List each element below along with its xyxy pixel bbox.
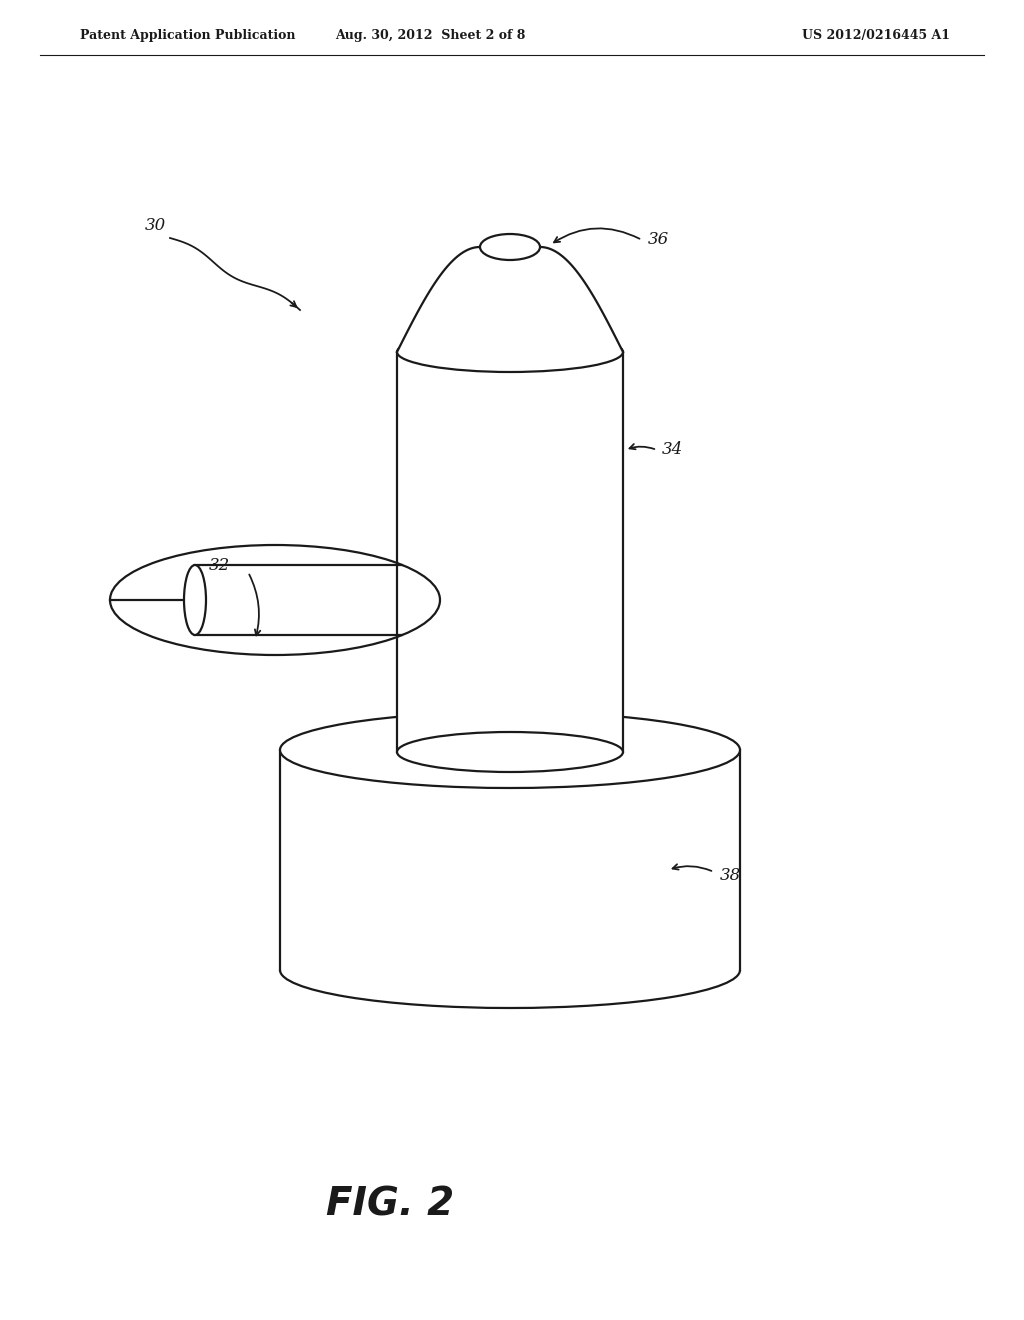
Ellipse shape (280, 711, 740, 788)
Text: FIG. 2: FIG. 2 (326, 1185, 454, 1224)
Text: US 2012/0216445 A1: US 2012/0216445 A1 (802, 29, 950, 41)
Polygon shape (397, 352, 623, 752)
Ellipse shape (397, 733, 623, 772)
Polygon shape (110, 545, 440, 655)
Ellipse shape (480, 234, 540, 260)
Text: Patent Application Publication: Patent Application Publication (80, 29, 296, 41)
Text: 36: 36 (648, 231, 670, 248)
Text: Aug. 30, 2012  Sheet 2 of 8: Aug. 30, 2012 Sheet 2 of 8 (335, 29, 525, 41)
Text: 34: 34 (662, 441, 683, 458)
Text: 38: 38 (720, 866, 741, 883)
Text: 32: 32 (209, 557, 230, 573)
Text: 30: 30 (144, 216, 166, 234)
Polygon shape (280, 750, 740, 970)
Ellipse shape (184, 565, 206, 635)
Ellipse shape (397, 333, 623, 372)
Polygon shape (397, 247, 623, 352)
Polygon shape (195, 565, 402, 635)
